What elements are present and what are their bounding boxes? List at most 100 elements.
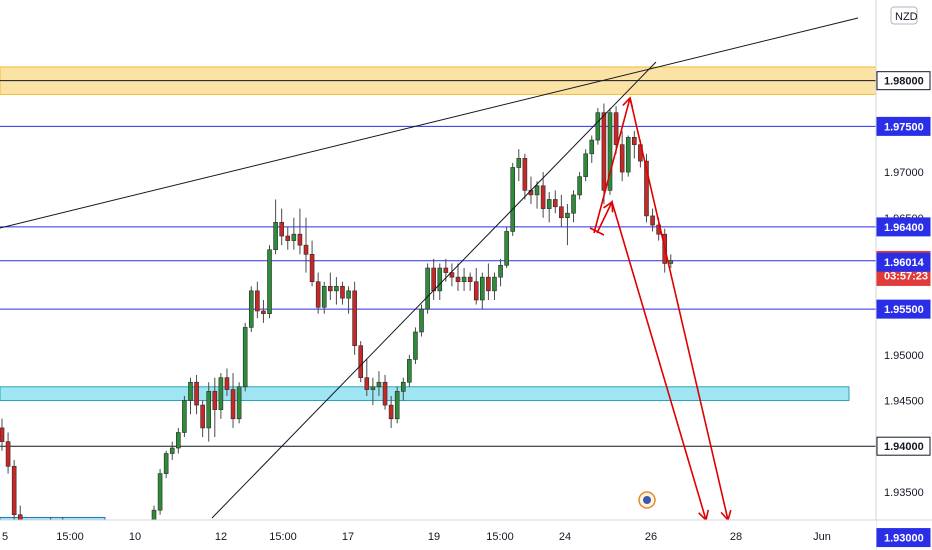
candle[interactable] bbox=[218, 377, 224, 410]
candle[interactable] bbox=[230, 389, 236, 420]
candle[interactable] bbox=[486, 276, 491, 292]
trendline-lower[interactable] bbox=[211, 61, 657, 519]
price-tag-dark[interactable] bbox=[876, 436, 931, 456]
candle[interactable] bbox=[163, 453, 169, 474]
candle[interactable] bbox=[589, 139, 595, 155]
currency-badge[interactable] bbox=[890, 6, 918, 25]
zone-1[interactable] bbox=[0, 386, 850, 402]
candle[interactable] bbox=[394, 391, 400, 420]
candle[interactable] bbox=[212, 391, 218, 410]
projection-tick[interactable] bbox=[589, 227, 605, 236]
candle[interactable] bbox=[449, 272, 455, 278]
candle[interactable] bbox=[169, 447, 175, 454]
price-tag-label: 1.97500 bbox=[884, 121, 924, 133]
candle[interactable] bbox=[340, 285, 345, 299]
candle[interactable] bbox=[577, 176, 582, 196]
candle[interactable] bbox=[467, 276, 473, 283]
candle[interactable] bbox=[236, 386, 242, 420]
candle[interactable] bbox=[473, 281, 479, 301]
candle[interactable] bbox=[400, 381, 406, 392]
candle[interactable] bbox=[206, 391, 212, 429]
candle[interactable] bbox=[419, 308, 424, 333]
candle[interactable] bbox=[291, 233, 297, 241]
candle[interactable] bbox=[382, 381, 388, 406]
candle[interactable] bbox=[352, 290, 357, 346]
candle[interactable] bbox=[492, 276, 497, 292]
candle[interactable] bbox=[625, 137, 631, 173]
price-tag-blue[interactable] bbox=[876, 252, 931, 272]
candle[interactable] bbox=[321, 285, 327, 308]
candle[interactable] bbox=[242, 327, 248, 388]
candle[interactable] bbox=[188, 381, 193, 401]
candle[interactable] bbox=[182, 400, 187, 433]
candle[interactable] bbox=[571, 194, 576, 214]
candle[interactable] bbox=[601, 112, 607, 191]
candle[interactable] bbox=[455, 276, 461, 283]
candle[interactable] bbox=[176, 432, 181, 449]
candle[interactable] bbox=[309, 254, 315, 283]
candle[interactable] bbox=[261, 310, 266, 314]
candle[interactable] bbox=[619, 144, 625, 173]
candle[interactable] bbox=[565, 212, 570, 219]
candle[interactable] bbox=[388, 404, 394, 420]
candle[interactable] bbox=[534, 185, 540, 196]
candle[interactable] bbox=[559, 206, 564, 219]
candle[interactable] bbox=[413, 331, 418, 360]
candle[interactable] bbox=[510, 167, 516, 232]
candle[interactable] bbox=[297, 233, 303, 246]
candle[interactable] bbox=[522, 158, 528, 191]
candle[interactable] bbox=[370, 386, 376, 390]
candle[interactable] bbox=[540, 185, 546, 209]
candle[interactable] bbox=[200, 404, 205, 429]
candle[interactable] bbox=[358, 345, 364, 378]
candle[interactable] bbox=[194, 381, 199, 406]
candle[interactable] bbox=[303, 244, 309, 255]
candle[interactable] bbox=[248, 290, 254, 328]
candle[interactable] bbox=[595, 112, 601, 141]
candle[interactable] bbox=[0, 427, 5, 442]
candle[interactable] bbox=[480, 276, 485, 301]
candle[interactable] bbox=[437, 267, 443, 292]
candle[interactable] bbox=[224, 377, 230, 390]
candle[interactable] bbox=[632, 137, 637, 145]
candle[interactable] bbox=[425, 267, 430, 310]
candle[interactable] bbox=[346, 290, 351, 299]
candle[interactable] bbox=[157, 473, 163, 511]
candle[interactable] bbox=[334, 285, 339, 292]
candle[interactable] bbox=[546, 199, 552, 209]
candle[interactable] bbox=[613, 112, 619, 145]
candle[interactable] bbox=[273, 222, 278, 251]
candle[interactable] bbox=[431, 267, 436, 292]
price-tag-blue[interactable] bbox=[876, 116, 931, 136]
candle[interactable] bbox=[607, 112, 613, 191]
price-tag-blue[interactable] bbox=[876, 528, 931, 548]
candle[interactable] bbox=[644, 160, 649, 217]
candle[interactable] bbox=[668, 260, 674, 264]
candle[interactable] bbox=[315, 281, 321, 308]
x-tick-label: 12 bbox=[215, 531, 227, 543]
candle[interactable] bbox=[516, 158, 522, 168]
candle[interactable] bbox=[461, 276, 467, 283]
candle[interactable] bbox=[407, 359, 412, 383]
price-tag-dark[interactable] bbox=[876, 71, 931, 91]
candle[interactable] bbox=[364, 377, 370, 390]
candle[interactable] bbox=[504, 231, 509, 266]
trendline-upper[interactable] bbox=[0, 17, 859, 229]
price-tag-blue[interactable] bbox=[876, 217, 931, 237]
candle[interactable] bbox=[255, 290, 260, 312]
candle[interactable] bbox=[552, 199, 558, 208]
candle[interactable] bbox=[443, 267, 449, 273]
candle[interactable] bbox=[328, 285, 333, 292]
candle[interactable] bbox=[11, 465, 17, 516]
candle[interactable] bbox=[650, 215, 655, 226]
candle[interactable] bbox=[376, 381, 382, 388]
candle[interactable] bbox=[279, 222, 284, 237]
candle[interactable] bbox=[285, 235, 291, 241]
candle[interactable] bbox=[5, 441, 11, 467]
candle[interactable] bbox=[583, 153, 588, 177]
candle[interactable] bbox=[267, 249, 272, 314]
candle[interactable] bbox=[498, 264, 503, 278]
price-tag-blue[interactable] bbox=[876, 299, 931, 319]
